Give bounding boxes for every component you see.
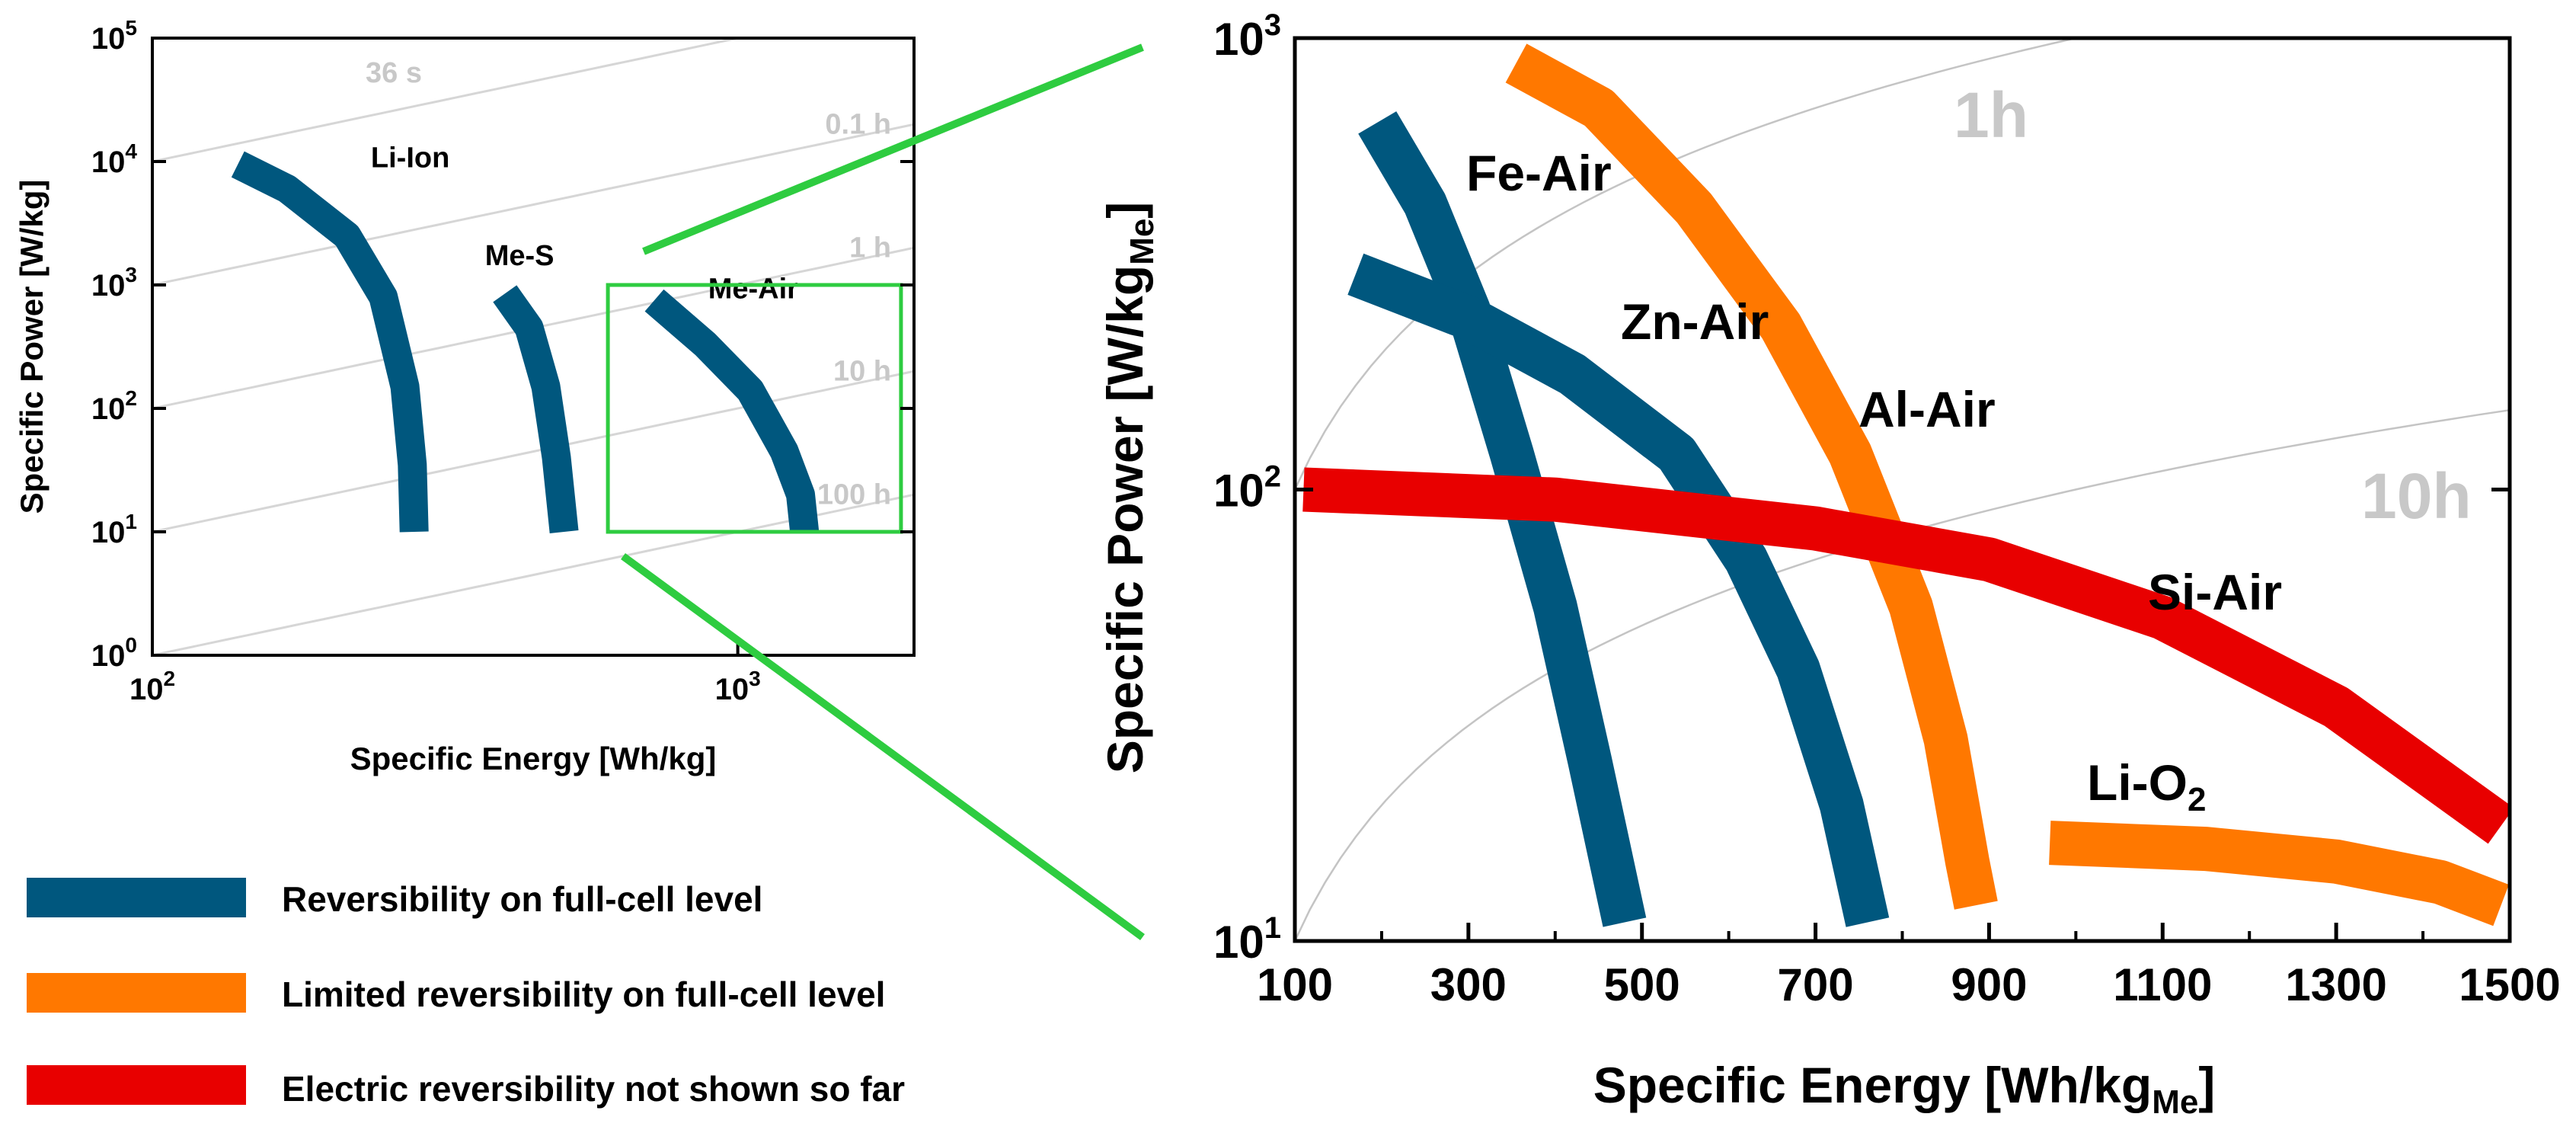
overview-iso-label-100-h: 100 h xyxy=(817,479,891,511)
detail-iso-line-1h xyxy=(1295,38,2080,491)
zoom-connector-bottom xyxy=(621,552,1145,941)
overview-y-tick-label: 103 xyxy=(91,263,137,302)
legend-label-reversible: Reversibility on full-cell level xyxy=(282,879,762,919)
overview-y-tick-label: 102 xyxy=(91,386,137,426)
overview-iso-label-36-s: 36 s xyxy=(366,57,422,89)
overview-y-axis-title: Specific Power [W/kg] xyxy=(14,180,50,514)
legend-swatch-reversible xyxy=(27,878,246,917)
overview-series-label-me-s: Me-S xyxy=(485,240,555,272)
overview-iso-label-0-1-h: 0.1 h xyxy=(825,109,891,141)
overview-ticks: 100 101 102 103 104 105 102 103 xyxy=(91,16,914,706)
detail-series-label-li-o2: Li-O2 xyxy=(2087,754,2206,818)
detail-series-si-air xyxy=(1302,467,2510,844)
detail-iso-label-1h: 1h xyxy=(1954,79,2028,151)
overview-iso-line-100-h xyxy=(152,493,914,655)
overview-x-tick-label: 103 xyxy=(715,667,761,706)
legend-swatch-limited xyxy=(27,973,246,1013)
overview-series-li-ion xyxy=(231,151,429,533)
detail-x-tick-label: 900 xyxy=(1951,959,2027,1010)
overview-series-me-air xyxy=(644,289,820,534)
overview-y-tick-label: 105 xyxy=(91,16,137,56)
overview-x-tick-label: 102 xyxy=(129,667,175,706)
overview-series-label-me-air: Me-Air xyxy=(708,274,798,306)
overview-y-tick-label: 100 xyxy=(91,633,137,673)
legend-item-limited: Limited reversibility on full-cell level xyxy=(27,973,885,1014)
overview-series-label-li-ion: Li-Ion xyxy=(371,142,449,174)
detail-iso-labels: 1h 10h xyxy=(1954,79,2472,532)
overview-x-axis-title: Specific Energy [Wh/kg] xyxy=(350,741,717,776)
overview-chart: 36 s 0.1 h 1 h 10 h 100 h Li-Ion Me-S Me-Air 1… xyxy=(14,16,916,776)
overview-iso-line-10-h xyxy=(152,370,914,533)
overview-iso-label-10-h: 10 h xyxy=(833,356,891,388)
detail-x-tick-label: 1100 xyxy=(2113,959,2212,1010)
legend-label-limited: Limited reversibility on full-cell level xyxy=(282,975,885,1014)
detail-series-labels: Fe-Air Zn-Air Al-Air Si-Air Li-O2 xyxy=(1466,145,2282,818)
detail-series-label-zn-air: Zn-Air xyxy=(1621,293,1769,350)
legend: Reversibility on full-cell level Limited… xyxy=(27,878,905,1109)
detail-y-tick-label: 102 xyxy=(1213,460,1281,517)
detail-series-label-al-air: Al-Air xyxy=(1858,381,1996,437)
detail-x-tick-label: 700 xyxy=(1778,959,1854,1010)
detail-y-tick-label: 101 xyxy=(1213,911,1281,968)
overview-plot-frame xyxy=(151,37,916,657)
detail-series-li-o2 xyxy=(2049,821,2509,927)
legend-item-reversible: Reversibility on full-cell level xyxy=(27,878,762,919)
detail-x-tick-label: 500 xyxy=(1604,959,1680,1010)
detail-series-label-si-air: Si-Air xyxy=(2148,564,2282,620)
overview-y-tick-label: 101 xyxy=(91,510,137,549)
detail-x-axis-title: Specific Energy [Wh/kgMe] xyxy=(1593,1057,2216,1121)
overview-y-tick-label: 104 xyxy=(91,139,138,179)
detail-series-label-fe-air: Fe-Air xyxy=(1466,145,1612,201)
detail-x-tick-label: 1300 xyxy=(2285,959,2386,1010)
overview-series-labels: Li-Ion Me-S Me-Air xyxy=(371,142,798,305)
legend-item-not-shown: Electric reversibility not shown so far xyxy=(27,1065,905,1109)
overview-iso-labels: 36 s 0.1 h 1 h 10 h 100 h xyxy=(366,57,891,510)
detail-x-tick-label: 1500 xyxy=(2459,959,2560,1010)
detail-x-tick-label: 300 xyxy=(1430,959,1507,1010)
legend-swatch-not-shown xyxy=(27,1065,246,1105)
detail-series xyxy=(1302,43,2510,927)
detail-x-tick-label: 100 xyxy=(1257,959,1333,1010)
detail-series-fe-air xyxy=(1358,111,1647,927)
detail-ticks: 101 102 103 100 300 500 700 900 1100 1300 1500 xyxy=(1213,8,2561,1010)
legend-label-not-shown: Electric reversibility not shown so far xyxy=(282,1069,905,1109)
zoom-connector-top xyxy=(642,43,1144,255)
detail-y-tick-label: 103 xyxy=(1213,8,1281,65)
overview-iso-line-36-s xyxy=(152,38,744,163)
overview-iso-label-1-h: 1 h xyxy=(849,232,891,264)
detail-series-al-air xyxy=(1505,43,1998,910)
overview-series-me-s xyxy=(493,285,579,533)
overview-series xyxy=(231,151,820,534)
detail-iso-label-10h: 10h xyxy=(2361,460,2472,532)
overview-iso-line-0-1-h xyxy=(152,123,914,286)
detail-iso-lines xyxy=(1295,38,2510,941)
detail-y-axis-title: Specific Power [W/kgMe] xyxy=(1097,202,1161,774)
